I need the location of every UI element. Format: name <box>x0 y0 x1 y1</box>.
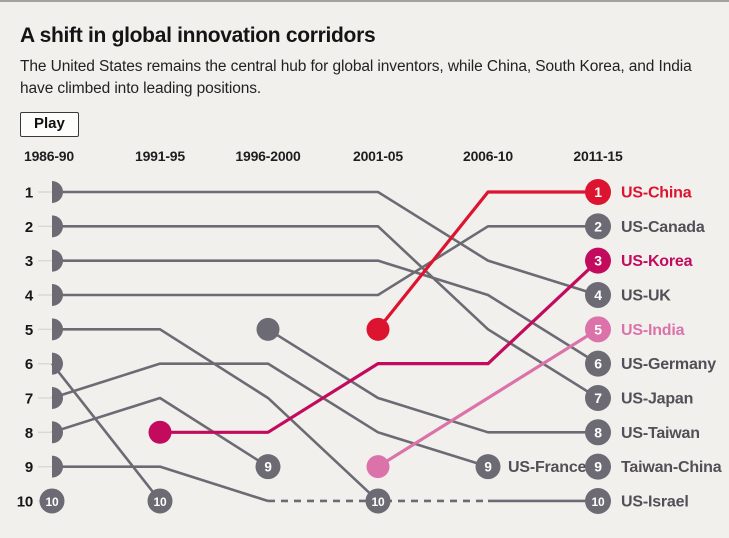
final-rank-number: 1 <box>594 184 602 200</box>
start-marker-exited-corridor <box>52 352 64 375</box>
page-title: A shift in global innovation corridors <box>20 24 376 47</box>
rank-axis-label: 4 <box>25 287 34 304</box>
series-line-US-Israel <box>52 465 269 503</box>
entry-dot-US-India <box>366 455 390 479</box>
series-line-US-China <box>376 190 598 331</box>
series-label-US-Israel: US-Israel <box>621 493 689 510</box>
final-rank-number: 2 <box>594 218 602 234</box>
exit-rank-circle-exited-corridor <box>39 488 65 514</box>
start-marker-US-Germany <box>52 249 64 272</box>
exit-rank-number: 10 <box>46 495 59 509</box>
series-label-Taiwan-China: Taiwan-China <box>621 459 722 476</box>
exit-rank-circle-exited-corridor <box>255 454 281 480</box>
final-rank-circle-Taiwan-China <box>585 453 611 480</box>
final-rank-circle-US-UK <box>585 281 611 308</box>
start-marker-exited-corridor <box>52 421 64 444</box>
series-line-US-Korea <box>160 259 600 434</box>
final-rank-circle-US-Taiwan <box>585 419 611 446</box>
series-line-US-Canada <box>52 225 598 297</box>
start-marker-US-UK <box>52 181 63 203</box>
final-rank-number: 5 <box>594 321 602 337</box>
exit-rank-circle-exited-corridor <box>147 488 173 514</box>
series-label-US-Korea: US-Korea <box>621 253 693 270</box>
top-border-rule <box>0 0 729 2</box>
series-label-US-Canada: US-Canada <box>621 219 705 236</box>
final-rank-circle-US-Germany <box>585 350 611 377</box>
play-button[interactable]: Play <box>20 112 79 137</box>
series-label-US-Germany: US-Germany <box>621 356 716 373</box>
rank-axis-label: 8 <box>25 425 33 442</box>
final-rank-number: 4 <box>594 287 602 303</box>
final-rank-number: 9 <box>594 459 602 475</box>
series-line-exited-corridor <box>50 362 162 502</box>
series-label-US-Japan: US-Japan <box>621 390 693 407</box>
series-line-US-Germany <box>52 259 599 365</box>
exit-rank-circle-exited-corridor <box>365 488 391 514</box>
final-rank-number: 7 <box>594 390 602 406</box>
final-rank-number: 8 <box>594 424 602 440</box>
final-rank-number: 10 <box>592 495 605 509</box>
exit-rank-number: 9 <box>484 459 491 474</box>
rank-axis-label: 7 <box>25 390 33 407</box>
exit-rank-number: 9 <box>264 459 271 474</box>
final-rank-circle-US-Japan <box>585 384 611 411</box>
rank-axis-label: 6 <box>25 356 33 373</box>
entry-dot-US-China <box>366 317 390 341</box>
chart-subtitle: The United States remains the central hu… <box>20 58 692 97</box>
entry-dot-US-Korea <box>148 420 172 444</box>
start-marker-US-France <box>52 386 64 409</box>
start-marker-US-Israel <box>52 455 64 478</box>
start-marker-exited-corridor <box>52 318 64 341</box>
exit-rank-circle-US-France <box>475 454 501 480</box>
start-marker-US-Japan <box>52 215 64 238</box>
period-label: 2001-05 <box>353 148 403 164</box>
series-line-US-Japan <box>52 225 599 400</box>
rank-axis-label: 5 <box>25 322 33 339</box>
series-line-US-UK <box>52 190 599 297</box>
series-line-US-Taiwan <box>267 328 598 434</box>
final-rank-circle-US-Korea <box>585 247 611 274</box>
final-rank-circle-US-Israel <box>585 487 611 514</box>
series-line-exited-corridor <box>51 396 269 468</box>
series-label-US-Taiwan: US-Taiwan <box>621 425 700 442</box>
start-marker-US-Canada <box>52 283 64 306</box>
rank-axis-label: 2 <box>25 219 33 236</box>
rank-axis-label: 10 <box>17 493 33 510</box>
final-rank-circle-US-China <box>585 179 611 205</box>
exit-rank-number: 10 <box>372 495 385 509</box>
period-label: 1986-90 <box>24 148 74 164</box>
period-label: 1991-95 <box>135 148 185 164</box>
period-label: 2011-15 <box>573 148 623 164</box>
series-label-US-UK: US-UK <box>621 287 671 304</box>
series-label-US-India: US-India <box>621 322 685 339</box>
series-line-US-India <box>377 327 599 468</box>
rank-axis-label: 9 <box>25 459 33 476</box>
final-rank-circle-US-Canada <box>585 213 611 240</box>
series-label-US-China: US-China <box>621 185 692 202</box>
period-label: 1996-2000 <box>235 148 301 164</box>
rank-axis-label: 3 <box>25 253 33 270</box>
series-line-exited-corridor <box>52 328 379 502</box>
entry-dot-US-Taiwan <box>256 317 280 341</box>
final-rank-number: 6 <box>594 356 602 372</box>
period-label: 2006-10 <box>463 148 513 164</box>
series-line-US-France <box>51 362 489 468</box>
exit-label-US-France: US-France <box>508 459 587 476</box>
exit-rank-number: 10 <box>154 495 167 509</box>
final-rank-circle-US-India <box>585 316 611 343</box>
final-rank-number: 3 <box>594 253 602 269</box>
rank-axis-label: 1 <box>25 185 33 202</box>
